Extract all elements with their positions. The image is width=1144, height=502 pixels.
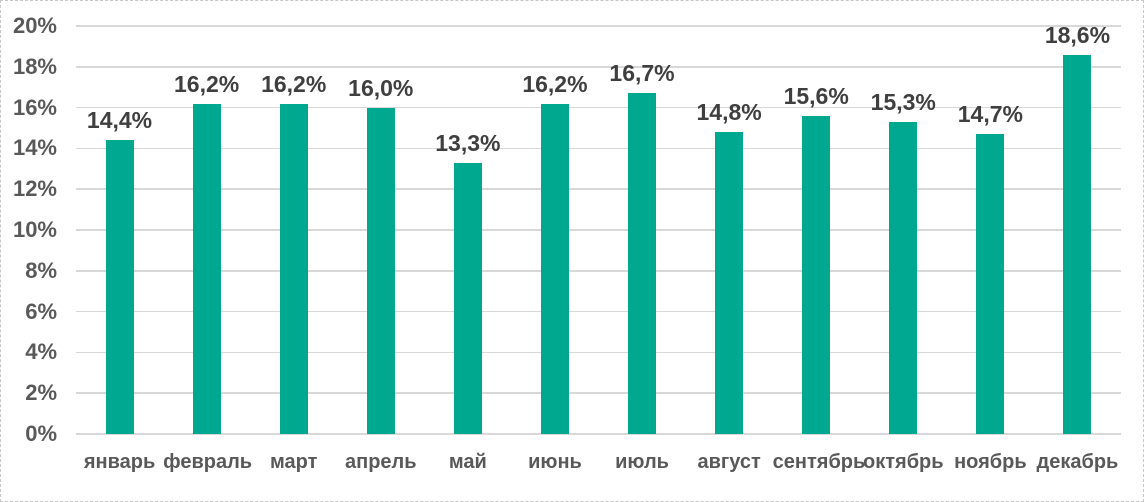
bar-group: 16,2% [511, 26, 598, 434]
bar-group: 16,7% [599, 26, 686, 434]
bar-group: 16,0% [337, 26, 424, 434]
data-label: 13,3% [435, 129, 501, 156]
x-tick-label: март [269, 451, 318, 473]
bar-group: 18,6% [1034, 21, 1121, 434]
bar-group: 15,6% [773, 26, 860, 434]
y-tick-label: 12% [12, 176, 57, 202]
gridline [76, 229, 1121, 231]
gridline [76, 66, 1121, 68]
y-tick-label: 4% [25, 339, 57, 365]
bar [628, 93, 657, 434]
x-tick-label: май [448, 451, 487, 473]
x-tick-label: декабрь [1036, 451, 1119, 473]
bar-group: 14,8% [686, 26, 773, 434]
x-tick-label: февраль [163, 451, 253, 473]
bar [366, 107, 395, 434]
bar [976, 134, 1005, 434]
y-tick-label: 14% [12, 135, 57, 161]
bar [889, 121, 918, 434]
bar [1063, 54, 1092, 434]
bar-group: 16,2% [250, 26, 337, 434]
data-label: 16,2% [174, 70, 240, 97]
bar-group: 13,3% [424, 26, 511, 434]
bar [105, 140, 134, 434]
x-axis-line [76, 433, 1121, 435]
bar [192, 103, 221, 434]
bar [540, 103, 569, 434]
gridline [76, 188, 1121, 190]
y-tick-label: 2% [25, 380, 57, 406]
y-tick-label: 20% [12, 13, 57, 38]
gridline [76, 106, 1121, 109]
x-tick-label: октябрь [863, 451, 944, 473]
bar-group: 14,7% [947, 26, 1034, 434]
plot-area: 14,4% 16,2% 16,2% 16,0% 13,3% 16,2% 16,7% 14,8%… [76, 21, 1121, 435]
bar [279, 103, 308, 434]
gridline [76, 310, 1121, 313]
x-tick-label: июнь [528, 451, 582, 473]
gridline [76, 392, 1121, 394]
y-tick-label: 6% [25, 298, 57, 324]
bar [802, 115, 831, 434]
x-tick-label: апрель [345, 451, 417, 473]
data-label: 16,0% [348, 74, 414, 101]
y-tick-label: 0% [25, 421, 57, 446]
gridline [76, 270, 1121, 272]
y-tick-label: 10% [12, 217, 57, 242]
data-label: 15,3% [870, 88, 936, 115]
data-label: 15,6% [783, 82, 849, 109]
x-tick-label: сентябрь [772, 451, 866, 473]
data-label: 16,7% [609, 60, 675, 87]
data-label: 14,4% [86, 107, 153, 134]
x-tick-label: ноябрь [954, 451, 1027, 473]
data-label: 16,2% [261, 70, 327, 97]
y-tick-label: 18% [12, 53, 57, 79]
y-tick-label: 8% [25, 257, 57, 283]
bar-group: 16,2% [163, 26, 250, 434]
gridline [76, 147, 1121, 150]
y-tick-label: 16% [12, 94, 57, 120]
x-tick-label: август [697, 451, 761, 473]
data-label: 14,7% [957, 101, 1023, 128]
data-label: 16,2% [522, 70, 588, 97]
bar [715, 132, 744, 434]
gridline [76, 351, 1121, 354]
x-tick-label: июль [615, 451, 669, 473]
bar-group: 15,3% [860, 26, 947, 434]
bar-group: 14,4% [76, 26, 163, 434]
data-label: 14,8% [696, 99, 762, 126]
bar [453, 162, 482, 434]
x-tick-label: январь [83, 451, 156, 473]
data-label: 18,6% [1044, 21, 1111, 48]
gridline [76, 25, 1121, 27]
